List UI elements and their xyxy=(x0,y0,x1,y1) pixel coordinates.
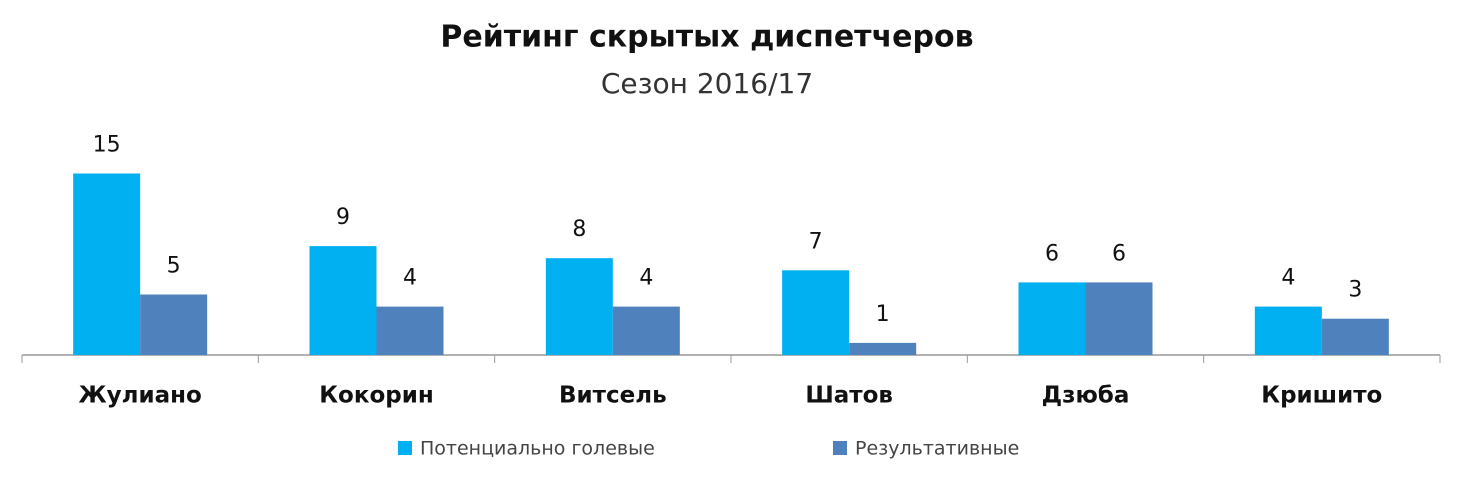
value-label: 7 xyxy=(809,229,823,254)
legend-swatch xyxy=(398,441,412,455)
bar xyxy=(1321,318,1389,355)
x-tick-label: Дзюба xyxy=(1042,383,1130,409)
bar xyxy=(545,258,613,355)
value-label: 15 xyxy=(93,133,121,158)
value-label: 4 xyxy=(403,266,417,291)
x-tick-label: Кокорин xyxy=(319,383,433,409)
bar xyxy=(1254,306,1322,355)
value-label: 6 xyxy=(1045,241,1059,266)
bar xyxy=(849,342,917,355)
legend-label: Результативные xyxy=(855,438,1019,460)
bar xyxy=(73,173,141,355)
x-tick-label: Кришито xyxy=(1261,383,1382,409)
legend-swatch xyxy=(833,441,847,455)
x-tick-label: Шатов xyxy=(805,383,893,409)
value-label: 1 xyxy=(876,302,890,327)
chart-subtitle: Сезон 2016/17 xyxy=(601,67,813,100)
legend-label: Потенциально голевые xyxy=(420,438,655,460)
chart-title: Рейтинг скрытых диспетчеров xyxy=(440,20,973,55)
value-label: 4 xyxy=(1281,266,1295,291)
value-label: 4 xyxy=(639,266,653,291)
x-tick-label: Витсель xyxy=(559,383,667,409)
bar xyxy=(612,306,680,355)
value-label: 9 xyxy=(336,205,350,230)
value-label: 5 xyxy=(167,254,181,279)
x-tick-label: Жулиано xyxy=(79,383,202,409)
value-label: 3 xyxy=(1348,278,1362,303)
bar xyxy=(1018,282,1086,355)
bar xyxy=(376,306,444,355)
bar xyxy=(309,246,377,355)
bar xyxy=(782,270,850,355)
bar xyxy=(140,294,208,355)
value-label: 6 xyxy=(1112,241,1126,266)
value-label: 8 xyxy=(572,217,586,242)
bar xyxy=(1085,282,1153,355)
